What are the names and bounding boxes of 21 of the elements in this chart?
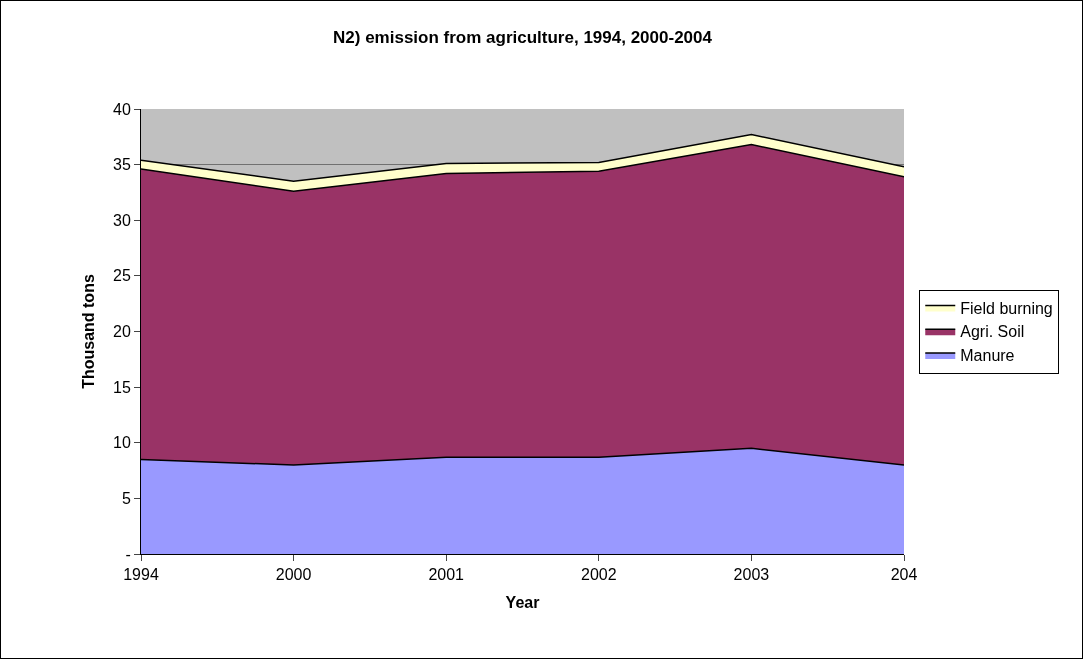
y-tick-label: 25 — [113, 267, 131, 285]
y-axis-title: Thousand tons — [79, 274, 97, 389]
y-tick-label: - — [125, 545, 131, 563]
y-tick-label: 20 — [113, 323, 131, 341]
x-tick-label: 2002 — [581, 566, 617, 584]
legend-label: Manure — [960, 347, 1015, 365]
x-tick-label: 204 — [890, 566, 918, 584]
legend-label: Field burning — [960, 299, 1053, 317]
x-tick-label: 1994 — [123, 566, 159, 584]
y-tick-label: 15 — [113, 378, 131, 396]
y-tick-label: 10 — [113, 434, 131, 452]
chart-title: N2) emission from agriculture, 1994, 2000-2004 — [333, 27, 713, 47]
x-axis-title: Year — [505, 593, 540, 611]
x-tick-label: 2001 — [428, 566, 465, 584]
y-tick-label: 30 — [113, 211, 131, 229]
y-tick-label: 35 — [113, 156, 131, 174]
x-tick-label: 2000 — [275, 566, 312, 584]
y-tick-label: 5 — [121, 489, 131, 507]
y-tick-label: 40 — [113, 100, 131, 118]
x-tick-label: 2003 — [733, 566, 770, 584]
legend-label: Agri. Soil — [960, 323, 1025, 341]
